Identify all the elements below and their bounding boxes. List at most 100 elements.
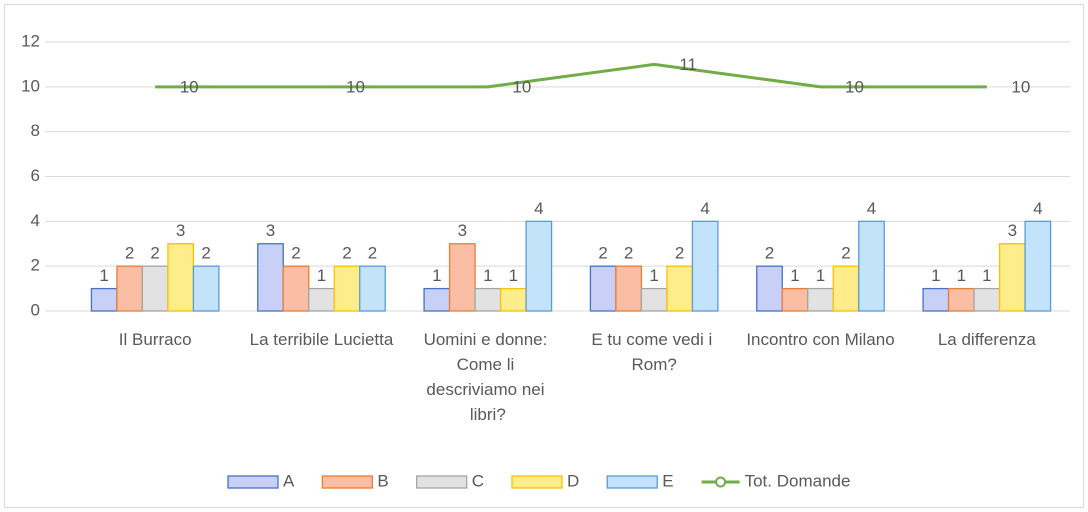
bar (499, 287, 527, 312)
legend-label: Tot. Domande (745, 471, 851, 490)
bar (308, 287, 335, 312)
data-label: 1 (649, 266, 658, 285)
label-line: E tu come vedi i (591, 330, 717, 349)
y-tick-label: 4 (31, 211, 40, 230)
bar (423, 287, 451, 312)
data-label: 2 (368, 244, 377, 263)
data-label: 10 (845, 77, 864, 96)
data-label: 4 (1033, 199, 1042, 218)
data-label: 1 (931, 266, 940, 285)
x-tick-label: Il Burraco (119, 330, 192, 349)
data-label: 2 (150, 244, 159, 263)
bar (333, 265, 361, 312)
bar (947, 287, 975, 312)
bar (666, 265, 694, 312)
data-label: 10 (512, 77, 531, 96)
data-label: 1 (816, 266, 825, 285)
x-tick-label: Uomini e donne: Come li descriviamo nei … (424, 330, 553, 424)
bar (257, 243, 284, 312)
label-line: Il Burraco (119, 330, 192, 349)
bar (141, 265, 169, 312)
bar (756, 265, 783, 312)
data-label: 11 (679, 55, 697, 74)
line (155, 62, 987, 89)
bar (359, 265, 386, 312)
y-tick-label: 10 (21, 76, 40, 95)
data-label: 1 (317, 266, 326, 285)
x-tick-label: E tu come vedi i Rom? (591, 330, 717, 374)
data-label: 1 (432, 266, 441, 285)
legend-label: D (567, 471, 579, 490)
data-label: 3 (458, 221, 467, 240)
bar (167, 243, 195, 312)
x-tick-label: Incontro con Milano (746, 330, 894, 349)
label-line: Rom? (631, 355, 676, 374)
bar (116, 265, 144, 312)
y-tick-label: 0 (31, 300, 40, 319)
y-tick-label: 2 (31, 256, 40, 275)
bar (781, 287, 809, 312)
x-tick-label: La differenza (938, 330, 1037, 349)
data-label: 2 (675, 244, 684, 263)
label-line: La terribile Lucietta (250, 330, 394, 349)
data-label: 4 (700, 199, 709, 218)
label-line: libri? (470, 405, 506, 424)
data-label: 1 (509, 266, 518, 285)
legend-swatch (511, 475, 563, 489)
legend-label: B (377, 471, 388, 490)
data-label: 2 (342, 244, 351, 263)
bar (973, 287, 1001, 312)
data-label: 1 (483, 266, 492, 285)
data-label: 2 (125, 244, 134, 263)
data-label: 1 (790, 266, 799, 285)
data-label: 3 (266, 221, 275, 240)
data-label: 1 (957, 266, 966, 285)
data-label: 10 (1011, 77, 1030, 96)
label-line: La differenza (938, 330, 1037, 349)
data-label: 1 (99, 266, 108, 285)
bar (807, 287, 834, 312)
bar (192, 265, 220, 312)
data-label: 1 (982, 266, 991, 285)
bar (922, 287, 950, 312)
bar (858, 220, 885, 312)
label-line: Incontro con Milano (746, 330, 894, 349)
bar (474, 287, 502, 312)
data-label: 2 (841, 244, 850, 263)
y-tick-label: 12 (21, 31, 40, 50)
legend-label: A (283, 471, 295, 490)
legend-swatch (606, 475, 658, 489)
label-line: Come li (457, 355, 519, 374)
legend-swatch (227, 475, 279, 489)
data-label: 10 (346, 77, 365, 96)
data-label: 4 (534, 199, 543, 218)
data-label: 10 (180, 77, 199, 96)
legend-swatch (416, 475, 468, 489)
bar (998, 243, 1026, 312)
bar (615, 265, 643, 312)
data-label: 3 (1008, 221, 1017, 240)
bar (448, 243, 476, 312)
bar (282, 265, 310, 312)
bar (90, 287, 118, 312)
bar (589, 265, 617, 312)
legend-swatch (321, 475, 373, 489)
y-tick-label: 6 (31, 166, 40, 185)
data-label: 4 (867, 199, 876, 218)
bar (691, 220, 719, 312)
legend-label: C (472, 471, 484, 490)
label-line: Uomini e donne: (424, 330, 553, 349)
bar (1024, 220, 1052, 312)
label-line: descriviamo nei (426, 380, 549, 399)
legend-marker (715, 476, 727, 488)
data-label: 2 (624, 244, 633, 263)
bar (832, 265, 860, 312)
data-label: 2 (201, 244, 210, 263)
legend-label: E (662, 471, 673, 490)
data-label: 3 (176, 221, 185, 240)
data-label: 2 (291, 244, 300, 263)
bar (525, 220, 553, 312)
bar (640, 287, 668, 312)
